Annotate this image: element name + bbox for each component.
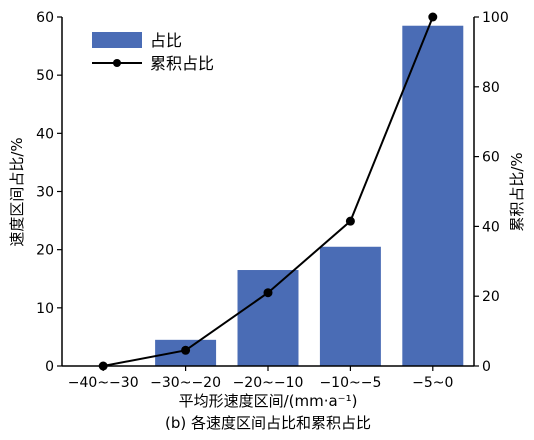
x-tick-label-4: −5~0 [412, 375, 453, 391]
left-y-ticks: 0 10 20 30 40 50 60 [36, 10, 62, 375]
figure-caption: (b) 各速度区间占比和累积占比 [165, 414, 371, 432]
x-tick-label-1: −30~−20 [150, 375, 221, 391]
line-point-3 [345, 216, 355, 226]
bar-2 [237, 270, 299, 366]
y-tick-label-6: 60 [36, 10, 54, 26]
x-tick-label-0: −40~−30 [68, 375, 139, 391]
bars-layer [155, 25, 464, 366]
cumulative-line-layer [98, 12, 438, 371]
y2-tick-label-2: 40 [482, 219, 500, 235]
y2-tick-label-4: 80 [482, 80, 500, 96]
y-axis-title: 速度区间占比/% [8, 137, 26, 246]
bar-4 [402, 25, 464, 366]
x-ticks: −40~−30 −30~−20 −20~−10 −10~−5 −5~0 [68, 366, 453, 391]
y-tick-label-3: 30 [36, 185, 54, 201]
y-tick-label-0: 0 [45, 359, 54, 375]
y2-axis-title: 累积占比/% [508, 152, 526, 231]
y-tick-label-2: 20 [36, 243, 54, 259]
x-tick-label-3: −10~−5 [319, 375, 381, 391]
legend-bar-swatch [92, 32, 142, 48]
y2-tick-label-0: 0 [482, 359, 491, 375]
line-point-4 [428, 12, 438, 22]
bar-3 [319, 246, 381, 366]
y-tick-label-1: 10 [36, 301, 54, 317]
y-tick-label-4: 40 [36, 126, 54, 142]
y-tick-label-5: 50 [36, 68, 54, 84]
legend-line-marker [113, 59, 121, 67]
right-y-ticks: 0 20 40 60 80 100 [474, 10, 509, 375]
y2-tick-label-5: 100 [482, 10, 509, 26]
x-tick-label-2: −20~−10 [233, 375, 304, 391]
y2-tick-label-1: 20 [482, 289, 500, 305]
x-axis-title: 平均形速度区间/(mm·a⁻¹) [179, 392, 358, 410]
legend: 占比 累积占比 [92, 31, 214, 73]
line-point-2 [263, 288, 273, 298]
legend-line-label: 累积占比 [150, 54, 214, 73]
legend-bar-label: 占比 [150, 31, 182, 50]
y2-tick-label-3: 60 [482, 150, 500, 166]
line-point-1 [181, 345, 191, 355]
